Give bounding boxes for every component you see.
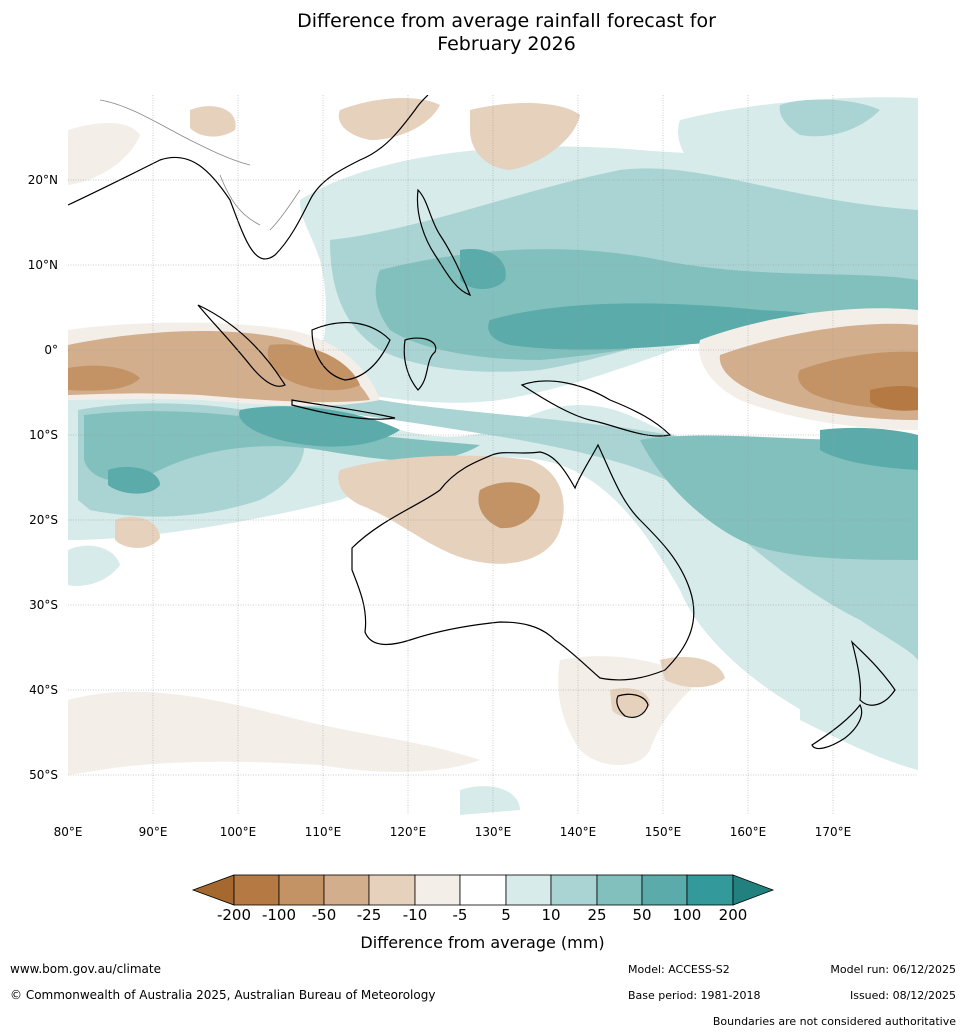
asia-mainland-landmass	[68, 95, 429, 260]
anomaly-region-dry-18	[115, 516, 160, 548]
anomaly-region-wet-13	[779, 99, 880, 137]
lat-tick-label: 0°	[44, 343, 58, 357]
lat-tick-label: 10°N	[28, 258, 58, 272]
colorbar-swatch	[732, 874, 775, 906]
borneo-landmass	[311, 321, 391, 381]
colorbar-swatch	[191, 874, 235, 906]
tasmania-landmass	[616, 693, 649, 718]
colorbar-swatch	[368, 874, 416, 906]
colorbar-label: 5	[501, 906, 511, 924]
anomaly-region-dry-9	[478, 482, 540, 529]
lat-tick-label: 10°S	[29, 428, 58, 442]
lon-tick-label: 130°E	[475, 825, 512, 839]
website-link[interactable]: www.bom.gov.au/climate	[10, 962, 161, 976]
anomaly-region-wet-4	[84, 411, 480, 481]
colorbar-swatch	[459, 874, 507, 906]
base-period: Base period: 1981-2018	[628, 989, 761, 1002]
title-line-2: February 2026	[437, 33, 576, 55]
colorbar-swatch	[414, 874, 461, 906]
longitude-tick-labels: 80°E 90°E 100°E 110°E 120°E 130°E 140°E …	[54, 825, 852, 839]
colorbar-label: -200	[216, 906, 252, 924]
colorbar-label: -25	[356, 906, 382, 924]
anomaly-region-dry-3	[267, 344, 360, 391]
colorbar-swatch	[596, 874, 643, 906]
colorbar-label: -100	[261, 906, 297, 924]
lat-tick-label: 20°N	[28, 173, 58, 187]
anomaly-region-wet-9	[820, 427, 918, 470]
map-title: Difference from average rainfall forecas…	[0, 10, 965, 56]
colorbar-label: 200	[718, 906, 748, 924]
colorbar-swatch	[641, 874, 688, 906]
colorbar-swatch	[323, 874, 370, 906]
new-zealand-north-landmass	[850, 640, 896, 706]
sulawesi-landmass	[403, 337, 437, 391]
anomaly-region-wet-11	[68, 545, 120, 586]
colorbar-swatch	[505, 874, 552, 906]
colorbar-label: 25	[587, 906, 607, 924]
anomaly-region-dry-12	[68, 123, 140, 185]
colorbar-label: 10	[541, 906, 561, 924]
anomaly-region-dry-2	[68, 365, 140, 391]
anomaly-region-wet-12	[460, 786, 520, 815]
colorbar-label: -10	[402, 906, 428, 924]
colorbar-label: 50	[632, 906, 652, 924]
anomaly-region-dry-11	[470, 103, 580, 170]
sumatra-landmass	[197, 304, 286, 387]
lat-tick-label: 40°S	[29, 683, 58, 697]
anomaly-region-dry-13	[190, 106, 236, 137]
anomaly-region-wet-5	[640, 435, 918, 560]
title-line-1: Difference from average rainfall forecas…	[297, 10, 716, 32]
lon-tick-label: 170°E	[815, 825, 852, 839]
anomaly-region-dry-7	[870, 385, 918, 411]
colorbar	[191, 874, 775, 906]
anomaly-region-wet-14	[800, 696, 918, 770]
boundaries-disclaimer: Boundaries are not considered authoritat…	[712, 1015, 956, 1028]
lon-tick-label: 90°E	[139, 825, 168, 839]
lon-tick-label: 150°E	[645, 825, 682, 839]
map-gridlines	[68, 95, 918, 815]
land-borders	[99, 99, 301, 231]
model-name: Model: ACCESS-S2	[628, 963, 730, 976]
new-guinea-landmass	[520, 380, 672, 437]
lon-tick-label: 80°E	[54, 825, 83, 839]
anomaly-region-wet-10	[460, 249, 506, 289]
lat-tick-label: 50°S	[29, 768, 58, 782]
lon-tick-label: 110°E	[305, 825, 342, 839]
lon-tick-label: 120°E	[390, 825, 427, 839]
lon-tick-label: 100°E	[220, 825, 257, 839]
model-run-date: Model run: 06/12/2025	[830, 963, 956, 976]
java-landmass	[291, 399, 396, 420]
new-zealand-south-landmass	[811, 703, 863, 750]
anomaly-region-dry-14	[68, 691, 480, 775]
anomaly-region-wet-7	[239, 406, 400, 447]
lat-tick-label: 30°S	[29, 598, 58, 612]
colorbar-swatch	[233, 874, 280, 906]
lon-tick-label: 140°E	[560, 825, 597, 839]
philippines-landmass	[416, 188, 472, 296]
colorbar-swatch	[278, 874, 325, 906]
colorbar-swatch	[686, 874, 734, 906]
anomaly-region-dry-10	[338, 98, 440, 140]
colorbar-label: 100	[672, 906, 702, 924]
colorbar-title: Difference from average (mm)	[360, 933, 605, 952]
lon-tick-label: 160°E	[730, 825, 767, 839]
anomaly-region-dry-17	[660, 656, 725, 688]
colorbar-swatch	[550, 874, 598, 906]
latitude-tick-labels: 20°N 10°N 0° 10°S 20°S 30°S 40°S 50°S	[28, 173, 58, 782]
lat-tick-label: 20°S	[29, 513, 58, 527]
colorbar-label: -5	[452, 906, 468, 924]
anomaly-region-wet-8	[108, 466, 160, 494]
issued-date: Issued: 08/12/2025	[849, 989, 956, 1002]
australia-landmass	[351, 443, 695, 681]
colorbar-label: -50	[311, 906, 337, 924]
copyright-text: © Commonwealth of Australia 2025, Austra…	[10, 988, 436, 1002]
